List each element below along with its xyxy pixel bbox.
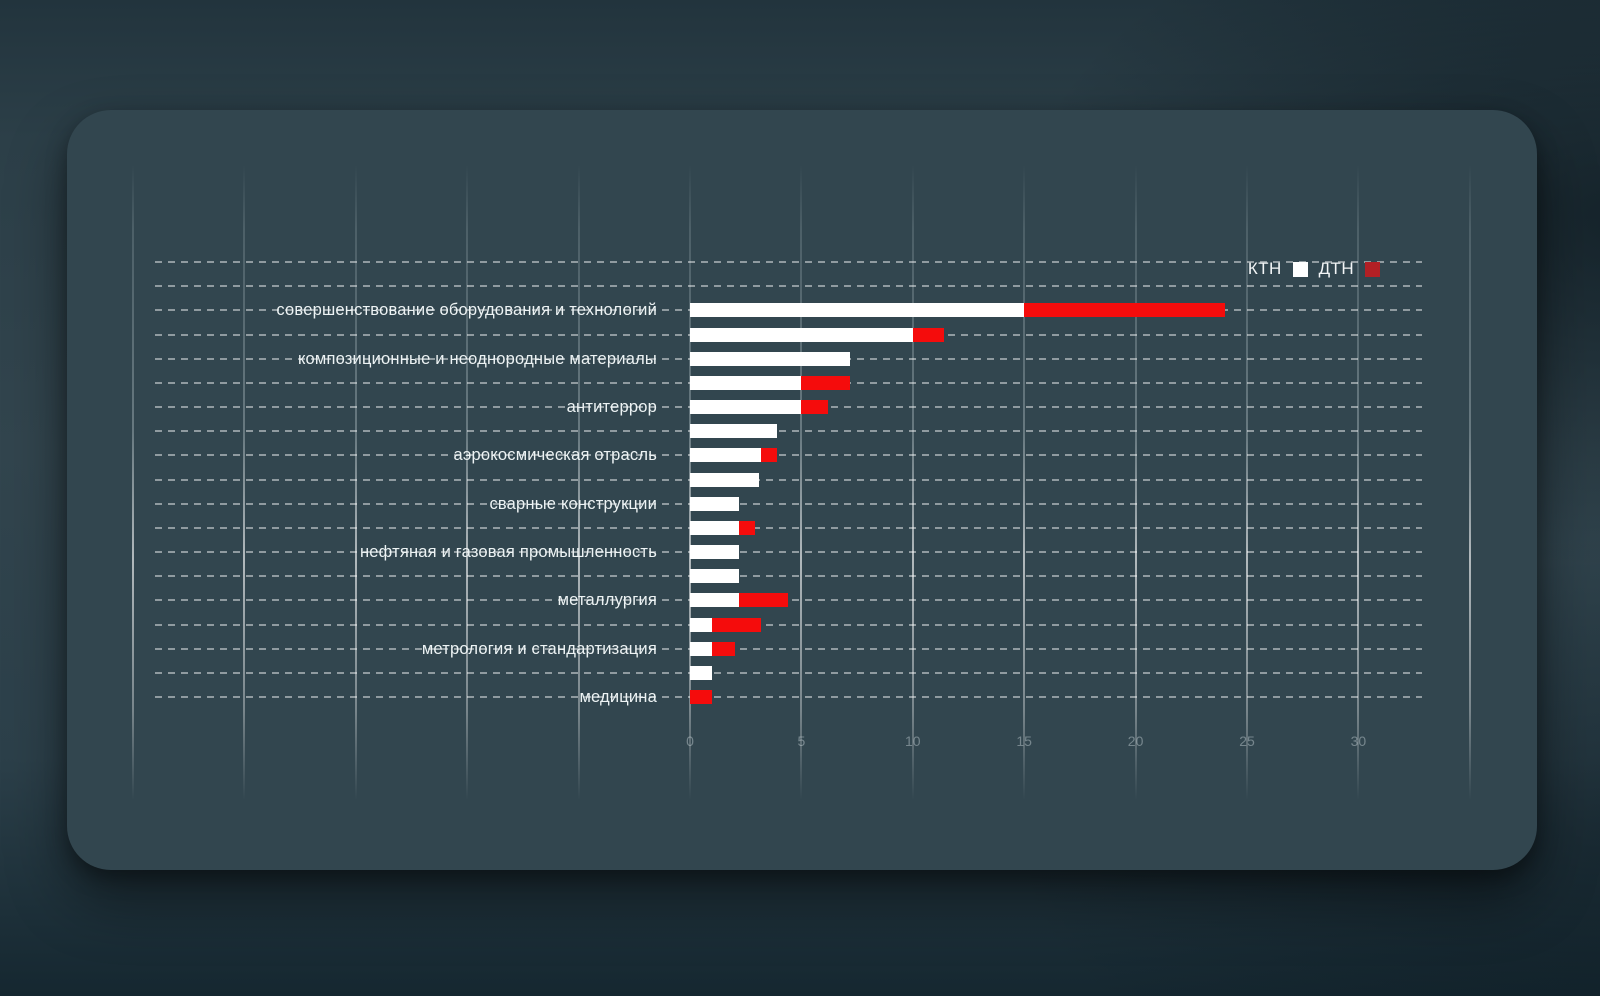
x-tick-label: 10: [905, 733, 921, 749]
ktn-bar-segment: [690, 327, 913, 342]
dtn-bar-segment: [801, 400, 829, 415]
dashed-gridline: [155, 261, 1422, 263]
x-tick-label: 30: [1350, 733, 1367, 749]
category-label: антитеррор: [566, 398, 657, 417]
dtn-bar-segment: [761, 448, 777, 463]
vertical-gridline: [243, 165, 246, 800]
category-label: сварные конструкции: [489, 494, 657, 513]
vertical-gridline: [577, 165, 580, 800]
dtn-bar-segment: [690, 690, 713, 705]
bar-row: [690, 472, 760, 487]
bar-row: [690, 496, 740, 511]
bar-row: [690, 665, 713, 680]
dtn-bar-segment: [912, 327, 944, 342]
ktn-bar-segment: [690, 351, 851, 366]
ktn-bar-segment: [690, 424, 777, 439]
x-tick-label: 5: [797, 733, 806, 749]
category-label: металлургия: [557, 591, 657, 610]
legend-item-ktn: КТН: [1248, 259, 1308, 279]
x-tick-label: 0: [686, 733, 694, 749]
bar-row: [690, 617, 762, 632]
dashed-gridline: [155, 454, 1422, 457]
ktn-bar-segment: [690, 545, 740, 560]
bar-row: [690, 545, 740, 560]
bar-row: [690, 424, 777, 439]
bar-row: [690, 520, 755, 535]
vertical-gridline: [354, 165, 357, 800]
dashed-gridline: [155, 526, 1422, 529]
x-tick-label: 15: [1016, 733, 1032, 749]
ktn-bar-segment: [690, 641, 713, 656]
dtn-bar-segment: [712, 641, 735, 656]
vertical-gridline: [800, 165, 803, 800]
legend-label-dtn: ДТН: [1318, 259, 1354, 278]
vertical-gridline: [1357, 165, 1360, 800]
ktn-swatch-icon: [1292, 261, 1308, 277]
legend-label-ktn: КТН: [1247, 259, 1282, 278]
category-label: метрология и стандартизация: [421, 639, 657, 658]
ktn-bar-segment: [690, 472, 760, 487]
dashed-gridline: [155, 285, 1422, 288]
dtn-swatch-icon: [1365, 261, 1380, 277]
ktn-bar-segment: [690, 520, 740, 535]
vertical-gridline: [1134, 165, 1137, 800]
bar-row: [690, 303, 1225, 318]
dashed-gridline: [155, 575, 1422, 578]
bar-row: [690, 351, 851, 366]
bar-row: [690, 641, 735, 656]
dashed-gridline: [155, 671, 1422, 674]
dtn-bar-segment: [801, 375, 851, 390]
vertical-gridline: [1468, 165, 1471, 800]
bar-row: [690, 690, 713, 705]
dtn-bar-segment: [1024, 303, 1225, 318]
legend-item-dtn: ДТН: [1319, 259, 1380, 279]
vertical-gridline: [1246, 165, 1248, 800]
ktn-bar-segment: [690, 665, 713, 680]
chart-legend: КТН ДТН: [1222, 258, 1380, 280]
vertical-gridline: [911, 165, 914, 800]
ktn-bar-segment: [690, 569, 740, 584]
dashed-gridline: [155, 478, 1422, 481]
dashed-gridline: [155, 430, 1422, 433]
dtn-bar-segment: [739, 593, 789, 608]
ktn-bar-segment: [690, 496, 740, 511]
vertical-gridline: [466, 165, 469, 800]
ktn-bar-segment: [690, 448, 762, 463]
ktn-bar-segment: [690, 617, 713, 632]
category-label: композиционные и неоднородные материалы: [297, 349, 657, 368]
dashed-gridline: [155, 599, 1422, 602]
category-label: медицина: [579, 688, 657, 707]
x-tick-label: 25: [1239, 733, 1255, 749]
ktn-bar-segment: [690, 400, 802, 415]
x-tick-label: 20: [1127, 733, 1144, 749]
dashed-gridline: [155, 502, 1422, 505]
bar-row: [690, 448, 777, 463]
ktn-bar-segment: [690, 303, 1025, 318]
dtn-bar-segment: [739, 520, 755, 535]
vertical-gridline: [132, 165, 134, 800]
dashed-gridline: [155, 696, 1422, 699]
ktn-bar-segment: [690, 375, 802, 390]
category-label: нефтяная и газовая промышленность: [359, 543, 657, 562]
category-label: аэрокосмическая отрасль: [453, 446, 657, 465]
ktn-bar-segment: [690, 593, 740, 608]
dashed-gridline: [155, 551, 1422, 554]
bar-row: [690, 400, 829, 415]
category-label: совершенствование оборудования и техноло…: [276, 301, 657, 320]
bar-row: [690, 375, 851, 390]
dashed-gridline: [155, 647, 1422, 650]
bar-row: [690, 593, 789, 608]
vertical-gridline: [1023, 165, 1026, 800]
dtn-bar-segment: [712, 617, 762, 632]
bar-row: [690, 327, 944, 342]
dashed-gridline: [155, 623, 1422, 626]
bar-row: [690, 569, 740, 584]
